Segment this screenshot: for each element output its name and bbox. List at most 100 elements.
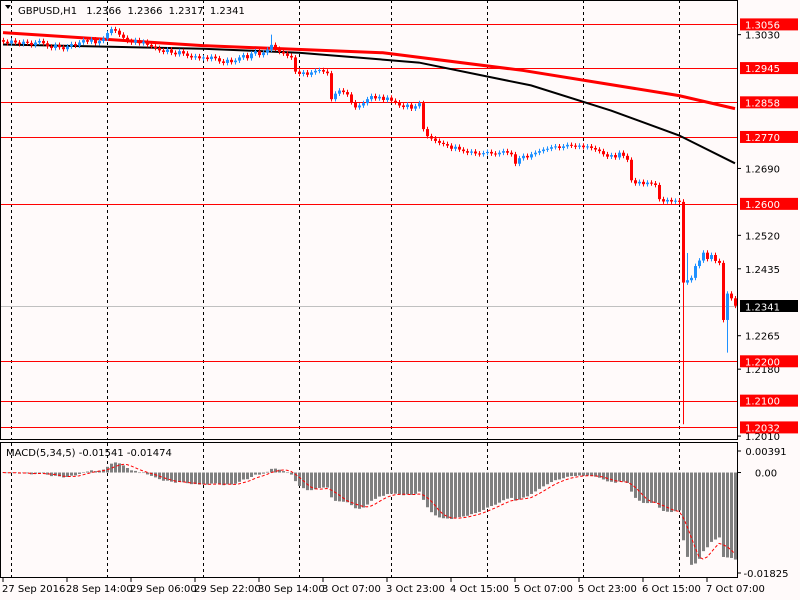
macd-histogram-bar	[354, 472, 357, 509]
bear-candle	[402, 105, 405, 108]
bear-candle	[258, 51, 261, 56]
level-price-tag	[740, 96, 798, 109]
bull-candle	[726, 293, 729, 320]
bear-candle	[306, 72, 309, 75]
bear-candle	[658, 184, 661, 200]
macd-panel	[2, 462, 737, 565]
x-tick-label: 29 Sep 22:00	[194, 584, 261, 595]
macd-histogram-bar	[382, 472, 385, 496]
macd-histogram-bar	[386, 472, 389, 495]
bear-candle	[490, 151, 493, 154]
bear-candle	[146, 41, 149, 45]
macd-histogram-bar	[186, 472, 189, 484]
macd-histogram-bar	[62, 472, 65, 478]
bear-candle	[6, 41, 9, 44]
price-axis[interactable]: 1.3030 1.2690 1.2520 1.2435 1.2265 1.2180 1.20…	[738, 18, 798, 580]
bull-candle	[534, 152, 537, 155]
macd-histogram-bar	[326, 472, 329, 488]
macd-histogram-bar	[50, 472, 53, 477]
bear-candle	[342, 90, 345, 93]
bear-candle	[42, 40, 45, 44]
bull-candle	[554, 146, 557, 148]
x-tick-label: 28 Sep 14:00	[66, 584, 133, 595]
macd-histogram-bar	[594, 472, 597, 477]
bull-candle	[546, 148, 549, 150]
macd-histogram-bar	[670, 472, 673, 513]
bull-candle	[194, 56, 197, 58]
x-tick-label: 5 Oct 07:00	[514, 584, 573, 595]
bull-candle	[386, 97, 389, 100]
level-price-label: 1.2032	[745, 423, 780, 434]
bull-candle	[38, 40, 41, 43]
macd-histogram-bar	[446, 472, 449, 519]
x-tick-label: 27 Sep 2016	[2, 584, 65, 595]
macd-histogram-bar	[714, 472, 717, 540]
bear-candle	[294, 57, 297, 72]
bear-candle	[582, 145, 585, 148]
macd-histogram-bar	[350, 472, 353, 506]
bear-candle	[382, 96, 385, 100]
macd-histogram-bar	[290, 472, 293, 475]
macd-histogram-bar	[6, 472, 9, 474]
macd-histogram-bar	[690, 472, 693, 565]
macd-histogram-bar	[734, 472, 737, 560]
macd-histogram-bar	[242, 472, 245, 480]
macd-histogram-bar	[706, 472, 709, 548]
macd-histogram-bar	[346, 472, 349, 503]
bull-candle	[250, 53, 253, 59]
level-price-tag	[740, 197, 798, 210]
macd-histogram-bar	[146, 472, 149, 475]
bear-candle	[442, 142, 445, 145]
bull-candle	[518, 158, 521, 164]
macd-histogram-bar	[478, 472, 481, 512]
level-price-label: 1.2100	[745, 397, 780, 408]
bear-candle	[74, 44, 77, 46]
macd-histogram-bar	[334, 472, 337, 501]
macd-histogram-bar	[554, 472, 557, 481]
macd-histogram-bar	[94, 471, 97, 473]
macd-histogram-bar	[314, 472, 317, 490]
macd-histogram-bar	[410, 472, 413, 495]
macd-histogram-bar	[238, 472, 241, 482]
macd-histogram-bar	[694, 472, 697, 564]
macd-histogram-bar	[250, 472, 253, 477]
bear-candle	[506, 151, 509, 153]
bull-candle	[578, 145, 581, 147]
bull-candle	[202, 57, 205, 59]
macd-histogram-bar	[566, 472, 569, 477]
macd-histogram-bar	[498, 472, 501, 503]
macd-panel-frame	[0, 442, 738, 578]
fast-moving-average-line	[2, 43, 736, 165]
macd-histogram-bar	[686, 472, 689, 557]
macd-histogram-bar	[398, 472, 401, 495]
macd-histogram-bar	[306, 472, 309, 491]
bear-candle	[730, 293, 733, 299]
bear-candle	[214, 56, 217, 59]
macd-histogram-bar	[530, 472, 533, 494]
bear-candle	[30, 42, 33, 46]
bear-candle	[198, 56, 201, 59]
level-price-label: 1.2770	[745, 133, 780, 144]
macd-histogram-bar	[626, 472, 629, 483]
bear-candle	[46, 43, 49, 47]
macd-histogram-bar	[322, 472, 325, 488]
dropdown-triangle-icon[interactable]	[5, 5, 11, 9]
bull-candle	[610, 155, 613, 157]
bear-candle	[190, 55, 193, 58]
bull-candle	[90, 39, 93, 42]
macd-histogram-bar	[338, 472, 341, 502]
macd-histogram-bar	[482, 472, 485, 510]
macd-histogram-bar	[258, 472, 261, 475]
macd-histogram-bar	[190, 472, 193, 485]
x-tick-label: 30 Sep 14:00	[258, 584, 325, 595]
level-price-label: 1.2200	[745, 357, 780, 368]
bear-candle	[606, 154, 609, 157]
level-price-tag	[740, 394, 798, 407]
bear-candle	[426, 129, 429, 137]
bull-candle	[78, 42, 81, 46]
bear-candle	[114, 29, 117, 31]
bear-candle	[182, 51, 185, 54]
macd-histogram-bar	[426, 472, 429, 508]
